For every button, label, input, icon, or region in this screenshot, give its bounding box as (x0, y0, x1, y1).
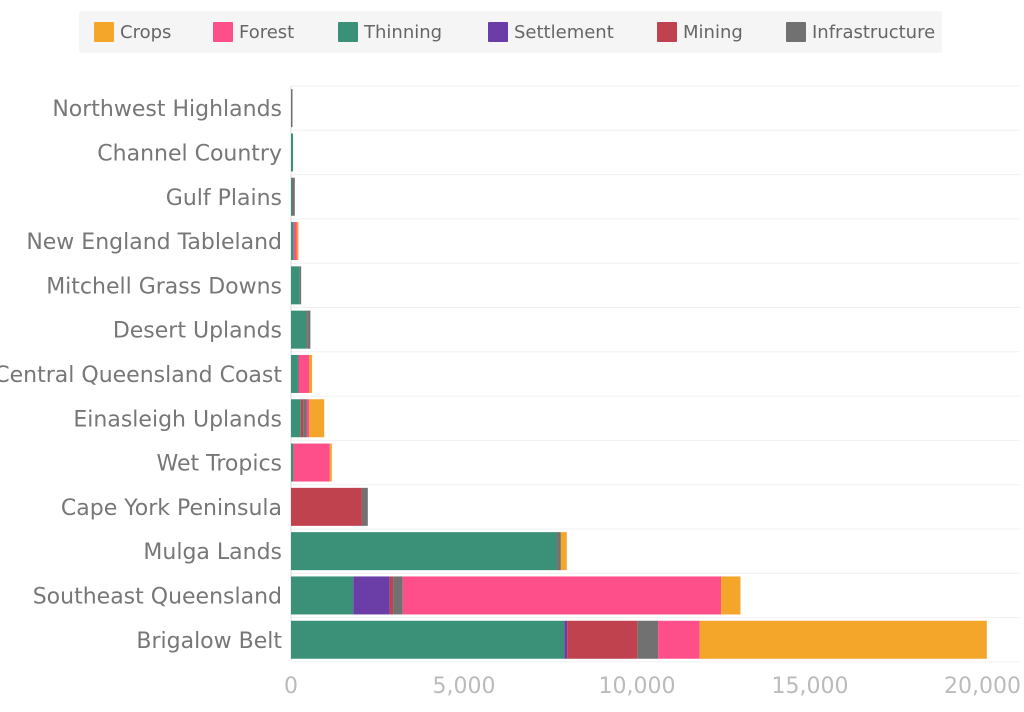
bar-southeast-queensland-settlement[interactable] (353, 576, 390, 615)
category-label-wet-tropics: Wet Tropics (157, 452, 282, 477)
category-label-southeast-queensland: Southeast Queensland (33, 584, 282, 609)
bar-new-england-tableland-thinning[interactable] (291, 222, 294, 261)
legend-swatch-infrastructure (786, 22, 806, 42)
bar-mulga-lands-infrastructure[interactable] (558, 532, 561, 571)
bar-cape-york-peninsula-infrastructure[interactable] (361, 487, 368, 526)
x-tick-label: 20,000 (944, 674, 1021, 699)
bar-mulga-lands-thinning[interactable] (291, 532, 558, 571)
category-label-cape-york-peninsula: Cape York Peninsula (61, 496, 282, 521)
category-label-einasleigh-uplands: Einasleigh Uplands (73, 407, 282, 432)
legend-label-mining: Mining (683, 21, 743, 43)
bar-mitchell-grass-downs-infrastructure[interactable] (299, 266, 302, 305)
x-tick-label: 15,000 (772, 674, 849, 699)
legend-label-settlement: Settlement (514, 21, 614, 43)
category-labels: Northwest Highlands Channel Country Gulf P… (0, 97, 282, 654)
bar-cape-york-peninsula-mining[interactable] (291, 487, 362, 526)
category-label-mitchell-grass-downs: Mitchell Grass Downs (46, 274, 282, 299)
bar-brigalow-belt-forest[interactable] (658, 620, 700, 659)
bar-gulf-plains-infrastructure[interactable] (292, 177, 295, 216)
bar-brigalow-belt-crops[interactable] (699, 620, 987, 659)
bar-wet-tropics-crops[interactable] (329, 443, 332, 482)
bars (291, 89, 987, 659)
category-label-northwest-highlands: Northwest Highlands (52, 97, 282, 122)
bar-new-england-tableland-crops[interactable] (296, 222, 299, 261)
category-label-new-england-tableland: New England Tableland (26, 230, 282, 255)
bar-central-queensland-coast-forest[interactable] (298, 354, 310, 393)
legend-item-mining[interactable]: Mining (657, 11, 743, 53)
legend-item-settlement[interactable]: Settlement (488, 11, 614, 53)
bar-mitchell-grass-downs-thinning[interactable] (291, 266, 300, 305)
category-label-desert-uplands: Desert Uplands (113, 319, 282, 344)
bar-wet-tropics-forest[interactable] (293, 443, 330, 482)
x-tick-labels: 0 5,000 10,000 15,000 20,000 (284, 674, 1021, 699)
bar-southeast-queensland-mining[interactable] (389, 576, 394, 615)
category-label-channel-country: Channel Country (97, 141, 282, 166)
category-label-mulga-lands: Mulga Lands (143, 540, 282, 565)
category-label-brigalow-belt: Brigalow Belt (136, 629, 282, 654)
legend-label-forest: Forest (239, 21, 295, 43)
x-tick-label: 10,000 (599, 674, 676, 699)
legend-swatch-mining (657, 22, 677, 42)
legend-swatch-crops (94, 22, 114, 42)
category-label-gulf-plains: Gulf Plains (166, 186, 282, 211)
legend-swatch-thinning (338, 22, 358, 42)
bar-southeast-queensland-forest[interactable] (402, 576, 722, 615)
legend-item-crops[interactable]: Crops (94, 11, 171, 53)
bar-einasleigh-uplands-crops[interactable] (309, 399, 325, 438)
bar-brigalow-belt-infrastructure[interactable] (637, 620, 659, 659)
bar-einasleigh-uplands-thinning[interactable] (291, 399, 301, 438)
chart-legend: Crops Forest Thinning Settlement Mining … (79, 11, 942, 53)
legend-swatch-settlement (488, 22, 508, 42)
bar-central-queensland-coast-thinning[interactable] (291, 354, 298, 393)
bar-mulga-lands-crops[interactable] (560, 532, 567, 571)
bar-einasleigh-uplands-mining[interactable] (300, 399, 304, 438)
bar-gulf-plains-thinning[interactable] (291, 177, 293, 216)
bar-northwest-highlands-infrastructure[interactable] (291, 89, 293, 128)
bar-southeast-queensland-crops[interactable] (721, 576, 741, 615)
bar-einasleigh-uplands-forest[interactable] (306, 399, 310, 438)
bar-new-england-tableland-forest[interactable] (293, 222, 297, 261)
legend-item-thinning[interactable]: Thinning (338, 11, 442, 53)
bar-southeast-queensland-infrastructure[interactable] (393, 576, 403, 615)
bar-central-queensland-coast-crops[interactable] (309, 354, 313, 393)
legend-label-thinning: Thinning (364, 21, 443, 43)
bar-brigalow-belt-settlement[interactable] (564, 620, 568, 659)
bar-brigalow-belt-thinning[interactable] (291, 620, 565, 659)
legend-item-infrastructure[interactable]: Infrastructure (786, 11, 935, 53)
legend-label-infrastructure: Infrastructure (812, 21, 936, 43)
bar-wet-tropics-thinning[interactable] (291, 443, 294, 482)
x-tick-label: 5,000 (433, 674, 496, 699)
x-tick-label: 0 (284, 674, 298, 699)
legend-swatch-forest (213, 22, 233, 42)
bar-channel-country-thinning[interactable] (291, 133, 294, 172)
bar-desert-uplands-thinning[interactable] (291, 310, 308, 349)
bar-brigalow-belt-mining[interactable] (567, 620, 638, 659)
bar-southeast-queensland-thinning[interactable] (291, 576, 354, 615)
legend-label-crops: Crops (120, 21, 172, 43)
bar-einasleigh-uplands-infrastructure[interactable] (303, 399, 307, 438)
grid-lines (290, 85, 1020, 663)
bar-desert-uplands-infrastructure[interactable] (307, 310, 311, 349)
legend-item-forest[interactable]: Forest (213, 11, 294, 53)
category-label-central-queensland-coast: Central Queensland Coast (0, 363, 282, 388)
